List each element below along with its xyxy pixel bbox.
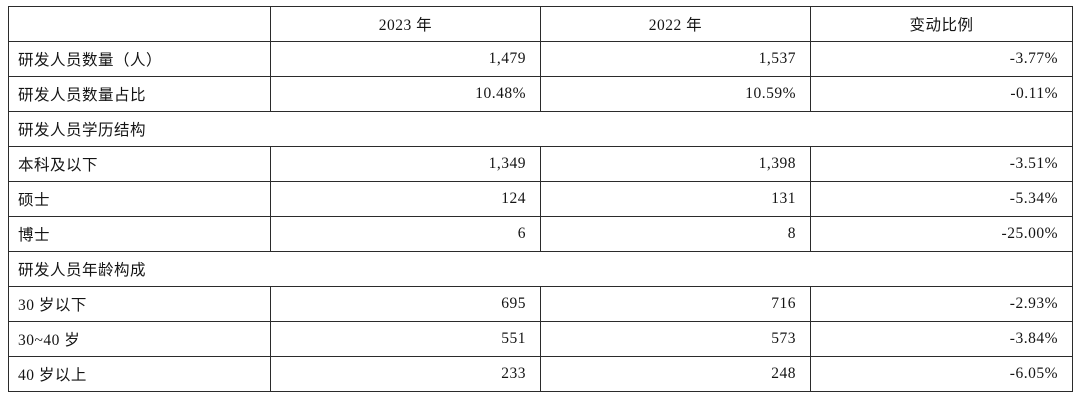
row-label: 40 岁以上 [8, 356, 271, 392]
value-2022: 716 [540, 286, 811, 322]
header-year-2022: 2022 年 [540, 6, 811, 42]
value-2023: 551 [270, 321, 541, 357]
value-change: -3.77% [810, 41, 1073, 77]
row-label: 30 岁以下 [8, 286, 271, 322]
section-label: 研发人员年龄构成 [8, 251, 1073, 287]
row-label: 本科及以下 [8, 146, 271, 182]
row-label: 硕士 [8, 181, 271, 217]
row-label: 30~40 岁 [8, 321, 271, 357]
row-label: 研发人员数量占比 [8, 76, 271, 112]
value-change: -2.93% [810, 286, 1073, 322]
table-row: 40 岁以上 233 248 -6.05% [8, 356, 1073, 392]
table-row: 30 岁以下 695 716 -2.93% [8, 286, 1073, 322]
value-change: -3.51% [810, 146, 1073, 182]
table-row: 硕士 124 131 -5.34% [8, 181, 1073, 217]
header-change-ratio: 变动比例 [810, 6, 1073, 42]
section-label: 研发人员学历结构 [8, 111, 1073, 147]
table-row: 博士 6 8 -25.00% [8, 216, 1073, 252]
value-2023: 10.48% [270, 76, 541, 112]
section-row: 研发人员年龄构成 [8, 251, 1073, 287]
value-2023: 695 [270, 286, 541, 322]
header-metric [8, 6, 271, 42]
section-row: 研发人员学历结构 [8, 111, 1073, 147]
table-header: 2023 年 2022 年 变动比例 [8, 6, 1073, 42]
value-2023: 1,349 [270, 146, 541, 182]
value-2023: 233 [270, 356, 541, 392]
value-2022: 573 [540, 321, 811, 357]
value-2022: 248 [540, 356, 811, 392]
value-2023: 124 [270, 181, 541, 217]
table-row: 30~40 岁 551 573 -3.84% [8, 321, 1073, 357]
value-change: -6.05% [810, 356, 1073, 392]
header-year-2023: 2023 年 [270, 6, 541, 42]
value-2023: 6 [270, 216, 541, 252]
value-2022: 10.59% [540, 76, 811, 112]
value-2022: 1,398 [540, 146, 811, 182]
rd-personnel-table: 2023 年 2022 年 变动比例 研发人员数量（人） 1,479 1,537 -3… [8, 6, 1073, 392]
table-row: 研发人员数量占比 10.48% 10.59% -0.11% [8, 76, 1073, 112]
value-change: -25.00% [810, 216, 1073, 252]
table-row: 本科及以下 1,349 1,398 -3.51% [8, 146, 1073, 182]
table-body: 研发人员数量（人） 1,479 1,537 -3.77% 研发人员数量占比 10.48% 1… [8, 41, 1073, 392]
value-2022: 131 [540, 181, 811, 217]
header-row: 2023 年 2022 年 变动比例 [8, 6, 1073, 42]
value-change: -3.84% [810, 321, 1073, 357]
row-label: 研发人员数量（人） [8, 41, 271, 77]
row-label: 博士 [8, 216, 271, 252]
table-row: 研发人员数量（人） 1,479 1,537 -3.77% [8, 41, 1073, 77]
value-2022: 1,537 [540, 41, 811, 77]
value-2023: 1,479 [270, 41, 541, 77]
value-change: -5.34% [810, 181, 1073, 217]
value-2022: 8 [540, 216, 811, 252]
value-change: -0.11% [810, 76, 1073, 112]
